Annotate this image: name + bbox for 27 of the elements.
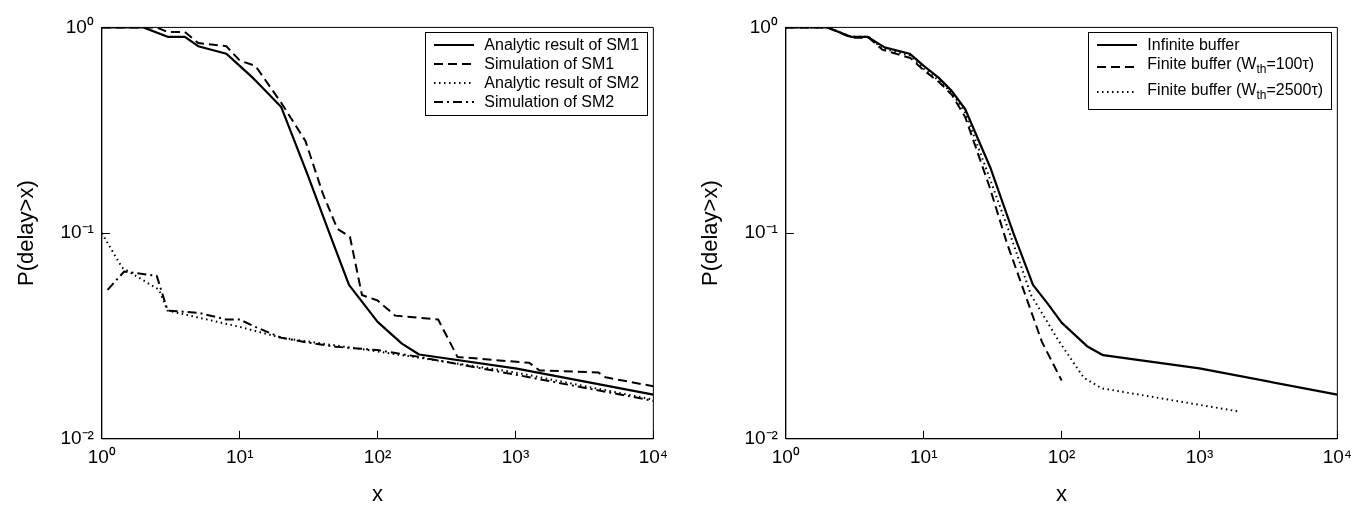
x-tick-label: 10³ [1185, 446, 1214, 468]
x-axis-title: x [372, 480, 384, 506]
y-tick-label: 10⁻¹ [60, 221, 94, 243]
x-tick-label: 10¹ [910, 446, 938, 468]
x-tick-label: 10⁴ [638, 446, 669, 468]
x-tick-label: 10³ [501, 446, 530, 468]
legend-label: Simulation of SM2 [484, 92, 615, 112]
legend-label: Simulation of SM1 [484, 54, 615, 74]
legend-label: Analytic result of SM1 [484, 35, 640, 55]
x-tick-label: 10² [1047, 446, 1076, 468]
x-tick-label: 10² [363, 446, 392, 468]
x-tick-label: 10¹ [226, 446, 254, 468]
legend-label: Finite buffer (W$_{th}$=100τ) [1147, 54, 1315, 79]
y-tick-label: 10⁻² [744, 427, 778, 449]
legend-label: Finite buffer (W$_{th}$=2500τ) [1147, 79, 1324, 104]
y-axis-title: P(delay>x) [697, 180, 723, 286]
y-axis-title: P(delay>x) [13, 180, 39, 286]
x-tick-label: 10⁰ [87, 446, 116, 468]
y-tick-label: 10⁰ [65, 15, 94, 37]
y-tick-label: 10⁰ [749, 15, 778, 37]
y-tick-label: 10⁻¹ [744, 221, 778, 243]
y-tick-label: 10⁻² [60, 427, 94, 449]
legend-label: Analytic result of SM2 [484, 73, 640, 93]
x-tick-label: 10⁰ [771, 446, 800, 468]
x-axis-title: x [1056, 480, 1068, 506]
legend-label: Infinite buffer [1147, 35, 1240, 55]
x-tick-label: 10⁴ [1322, 446, 1353, 468]
